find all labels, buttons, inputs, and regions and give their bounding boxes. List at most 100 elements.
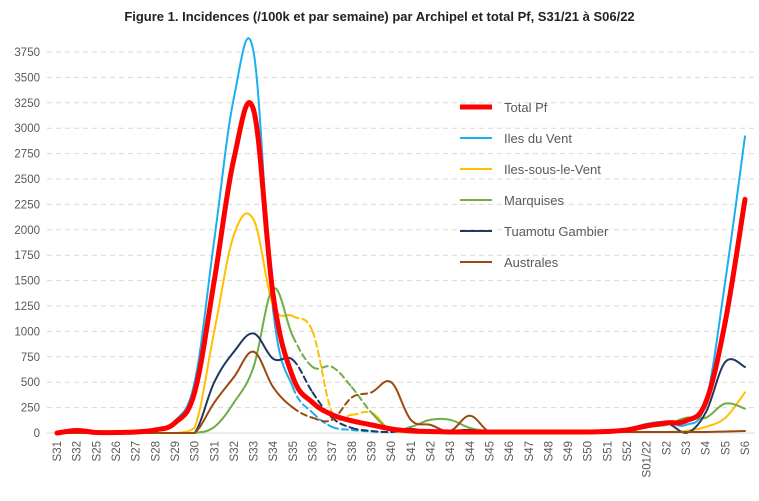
x-tick-label: S27: [131, 441, 143, 461]
x-tick-label: S41: [406, 441, 418, 461]
x-tick-label: S52: [622, 441, 634, 461]
x-tick-label: S5: [720, 441, 732, 455]
x-tick-label: S29: [170, 441, 182, 461]
gridlines: [47, 51, 755, 409]
x-axis: S31 S32 S25 S26 S27 S28 S29 S30 S31 S32 S33 S34 S35 S…: [47, 432, 755, 477]
line-segment: [231, 100, 257, 162]
legend-item: Marquises: [460, 193, 564, 208]
line-segment: [213, 376, 235, 404]
line-segment: [291, 335, 314, 368]
line-segment: [585, 428, 610, 435]
line-segment: [272, 356, 294, 362]
legend-label: Iles-sous-le-Vent: [504, 162, 601, 177]
line-segment: [604, 427, 630, 434]
line-segment: [685, 425, 707, 432]
line-segment: [193, 401, 216, 434]
x-tick-label: S25: [91, 441, 103, 461]
legend-item: Total Pf: [460, 100, 548, 115]
line-segment: [251, 107, 276, 299]
line-segment: [252, 332, 275, 360]
x-tick-label: S37: [327, 441, 339, 461]
line-segment: [232, 332, 255, 353]
line-segment: [311, 365, 334, 370]
chart-title: Figure 1. Incidences (/100k et par semai…: [124, 9, 635, 24]
y-tick-label: 2250: [14, 199, 40, 211]
y-tick-label: 1750: [14, 250, 40, 262]
line-segment: [331, 365, 353, 389]
line-segment: [704, 402, 727, 419]
x-tick-label: S3: [681, 441, 693, 455]
x-tick-label: S31: [52, 441, 64, 461]
y-tick-label: 3750: [14, 47, 40, 59]
line-segment: [429, 417, 452, 421]
x-tick-label: S40: [386, 441, 398, 461]
x-tick-label: S32: [72, 441, 84, 461]
x-tick-label: S45: [484, 441, 496, 461]
legend-item: Australes: [460, 255, 559, 270]
y-tick-label: 1250: [14, 301, 40, 313]
x-tick-label: S26: [111, 441, 123, 461]
x-tick-label: S50: [583, 441, 595, 461]
line-segment: [369, 422, 394, 432]
line-segment: [427, 428, 453, 435]
line-segment: [724, 358, 746, 368]
y-tick-label: 750: [21, 352, 40, 364]
line-segment: [291, 358, 314, 394]
line-segment: [272, 386, 294, 409]
line-segment: [211, 156, 237, 284]
x-tick-label: S6: [740, 441, 752, 455]
legend-label: Tuamotu Gambier: [504, 224, 609, 239]
legend-label: Total Pf: [504, 100, 548, 115]
series-iles-du-vent: [56, 37, 746, 434]
line-segment: [192, 278, 217, 395]
line-segment: [624, 423, 650, 433]
line-segment: [724, 429, 746, 433]
line-segment: [54, 427, 80, 436]
legend-item: Tuamotu Gambier: [460, 224, 609, 239]
line-segment: [409, 418, 432, 428]
line-segment: [311, 416, 334, 423]
x-tick-label: S46: [504, 441, 516, 461]
line-segment: [232, 37, 255, 99]
y-tick-label: 2000: [14, 225, 40, 237]
line-segment: [370, 380, 393, 394]
legend-label: Marquises: [504, 193, 564, 208]
line-segment: [390, 381, 412, 421]
line-segment: [291, 315, 314, 333]
x-tick-label: S28: [150, 441, 162, 461]
line-segment: [331, 425, 353, 431]
x-tick-label: S35: [288, 441, 300, 461]
line-segment: [213, 401, 235, 428]
y-tick-label: 1500: [14, 276, 40, 288]
line-segment: [724, 402, 746, 410]
line-segment: [449, 414, 471, 432]
x-tick-label: S31: [209, 441, 221, 461]
line-segment: [133, 427, 158, 435]
y-tick-label: 3000: [14, 123, 40, 135]
line-segment: [703, 318, 728, 406]
line-segment: [290, 374, 316, 406]
line-segment: [704, 360, 727, 414]
legend-label: Iles du Vent: [504, 131, 572, 146]
line-segment: [113, 429, 139, 435]
line-segment: [291, 386, 314, 414]
x-tick-label: S47: [524, 441, 536, 461]
legend: Total Pf Iles du Vent Iles-sous-le-Vent Mar…: [460, 100, 609, 270]
y-tick-label: 500: [21, 377, 40, 389]
x-tick-label: S38: [347, 441, 359, 461]
line-segment: [644, 420, 669, 429]
line-segment: [252, 218, 275, 307]
series-lines: [54, 37, 748, 436]
x-tick-label: S48: [543, 441, 555, 461]
line-segment: [213, 233, 235, 333]
x-tick-label: S44: [465, 440, 477, 461]
line-segment: [408, 428, 433, 434]
line-segment: [213, 350, 235, 384]
line-segment: [724, 135, 746, 282]
line-segment: [272, 287, 294, 338]
line-segment: [193, 330, 216, 429]
x-tick-label: S34: [268, 440, 280, 461]
y-tick-label: 3250: [14, 98, 40, 110]
series-marquises: [56, 287, 746, 435]
